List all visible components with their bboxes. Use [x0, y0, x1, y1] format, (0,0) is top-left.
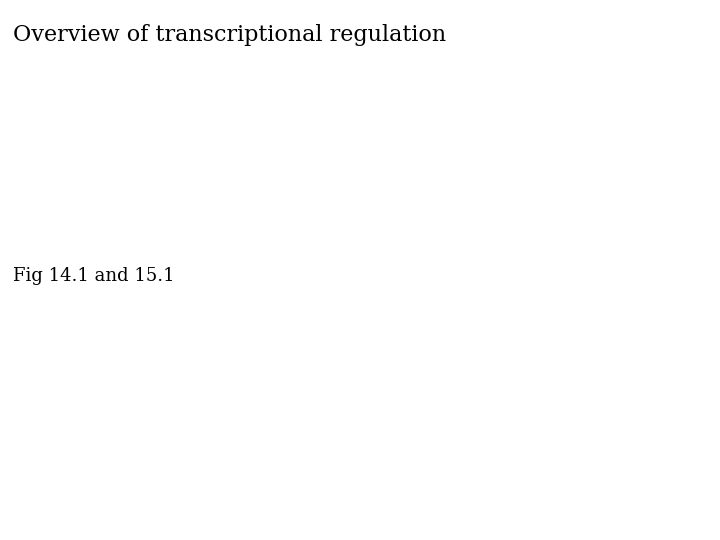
Text: Overview of transcriptional regulation: Overview of transcriptional regulation	[13, 24, 446, 46]
Text: Fig 14.1 and 15.1: Fig 14.1 and 15.1	[13, 267, 174, 285]
